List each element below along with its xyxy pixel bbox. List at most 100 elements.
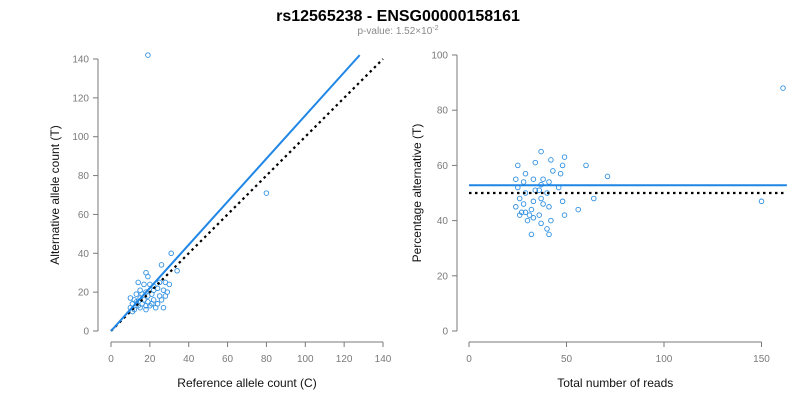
p-value-exponent: -2 bbox=[432, 25, 438, 32]
right-data-point bbox=[548, 157, 554, 163]
left-y-tick-label: 120 bbox=[72, 93, 89, 104]
right-data-point bbox=[544, 226, 550, 232]
left-fit-line bbox=[110, 54, 361, 332]
left-data-point bbox=[147, 302, 153, 309]
left-data-point bbox=[145, 273, 151, 280]
right-data-point bbox=[758, 198, 765, 205]
right-data-point bbox=[546, 179, 552, 185]
right-data-point bbox=[520, 179, 527, 185]
right-data-point bbox=[536, 212, 542, 218]
right-x-tick-label: 50 bbox=[561, 354, 573, 365]
right-x-axis-title: Total number of reads bbox=[557, 376, 673, 390]
right-data-point bbox=[591, 195, 597, 202]
right-data-point bbox=[538, 220, 544, 227]
left-y-tick-label: 20 bbox=[78, 288, 90, 299]
right-data-point bbox=[538, 148, 544, 155]
left-data-point bbox=[174, 268, 180, 274]
allele-count-panel: 0 20 40 60 80 100 120 140 0 20 40 60 80 100 120 140 Refe… bbox=[48, 52, 392, 390]
left-data-point bbox=[168, 250, 174, 257]
left-data-point bbox=[145, 52, 151, 58]
right-data-point bbox=[604, 173, 611, 180]
left-x-tick-label: 60 bbox=[222, 354, 234, 365]
right-x-tick-label: 0 bbox=[466, 354, 472, 365]
right-data-point bbox=[530, 215, 537, 221]
right-data-point bbox=[538, 195, 544, 202]
right-y-tick-label: 0 bbox=[442, 327, 448, 338]
left-data-point bbox=[164, 289, 171, 295]
right-data-point bbox=[550, 168, 556, 174]
right-y-tick-label: 60 bbox=[437, 161, 449, 172]
right-data-point bbox=[528, 206, 535, 213]
right-x-tick-label: 100 bbox=[656, 354, 673, 365]
right-data-point bbox=[522, 209, 529, 216]
right-data-point bbox=[540, 176, 546, 182]
figure-title: rs12565238 - ENSG00000158161 bbox=[276, 8, 520, 25]
left-data-point bbox=[263, 190, 270, 196]
right-data-point bbox=[528, 231, 535, 238]
left-data-point bbox=[137, 304, 143, 311]
right-y-tick-label: 100 bbox=[431, 51, 448, 62]
right-data-point bbox=[546, 231, 552, 238]
right-data-point bbox=[575, 206, 581, 213]
right-data-point bbox=[559, 162, 566, 169]
right-data-point bbox=[522, 170, 529, 177]
left-data-point bbox=[143, 302, 149, 309]
right-data-point bbox=[561, 212, 568, 218]
left-data-point bbox=[135, 279, 141, 286]
left-data-point bbox=[133, 291, 140, 297]
left-x-axis-title: Reference allele count (C) bbox=[177, 376, 316, 390]
right-data-point bbox=[513, 204, 519, 210]
right-data-point bbox=[532, 159, 539, 166]
left-y-tick-label: 140 bbox=[72, 55, 89, 66]
right-data-point bbox=[559, 198, 566, 205]
right-data-point bbox=[515, 162, 521, 169]
right-data-point bbox=[548, 217, 554, 224]
right-y-tick-label: 20 bbox=[437, 271, 449, 282]
right-data-point bbox=[583, 162, 589, 169]
right-data-point bbox=[546, 204, 552, 210]
left-y-tick-label: 0 bbox=[83, 327, 89, 338]
left-data-point bbox=[143, 306, 149, 313]
right-x-tick-label: 150 bbox=[753, 354, 770, 365]
left-data-point bbox=[156, 279, 163, 286]
percentage-alternative-panel: 0 50 100 150 0 20 40 60 80 100 Total number of rea… bbox=[410, 51, 787, 390]
left-reference-line bbox=[110, 58, 384, 332]
right-data-point bbox=[536, 187, 542, 193]
right-data-point bbox=[530, 176, 537, 182]
right-y-tick-label: 80 bbox=[437, 106, 449, 117]
right-data-point bbox=[513, 176, 519, 182]
p-value-base: p-value: 1.52×10 bbox=[357, 26, 432, 37]
left-x-tick-label: 120 bbox=[336, 354, 353, 365]
right-data-point bbox=[780, 85, 786, 91]
left-data-point bbox=[158, 262, 165, 268]
left-x-tick-label: 0 bbox=[108, 354, 114, 365]
left-data-point bbox=[152, 304, 159, 311]
left-x-tick-label: 140 bbox=[375, 354, 392, 365]
left-y-tick-label: 40 bbox=[78, 249, 90, 260]
left-y-axis-title: Alternative allele count (T) bbox=[48, 125, 62, 264]
right-data-point bbox=[524, 217, 531, 224]
left-x-tick-label: 80 bbox=[261, 354, 273, 365]
left-data-point bbox=[141, 281, 147, 288]
left-data-point bbox=[160, 304, 167, 311]
left-data-point bbox=[166, 281, 173, 288]
p-value-text: p-value: 1.52×10-2 bbox=[357, 25, 438, 37]
left-y-tick-label: 80 bbox=[78, 171, 90, 182]
right-data-point bbox=[516, 195, 523, 202]
right-y-tick-label: 40 bbox=[437, 216, 449, 227]
right-data-point bbox=[526, 212, 533, 218]
left-y-tick-label: 60 bbox=[78, 210, 90, 221]
right-data-point bbox=[520, 201, 527, 207]
right-data-point bbox=[557, 170, 564, 177]
right-data-point bbox=[530, 198, 537, 205]
left-y-tick-label: 100 bbox=[72, 132, 89, 143]
left-x-tick-label: 100 bbox=[297, 354, 314, 365]
right-y-axis-title: Percentage alternative (T) bbox=[410, 124, 424, 263]
left-x-tick-label: 40 bbox=[183, 354, 195, 365]
right-data-point bbox=[561, 154, 568, 160]
right-data-point bbox=[540, 201, 546, 207]
left-data-point bbox=[158, 297, 165, 303]
right-data-point bbox=[518, 209, 525, 216]
